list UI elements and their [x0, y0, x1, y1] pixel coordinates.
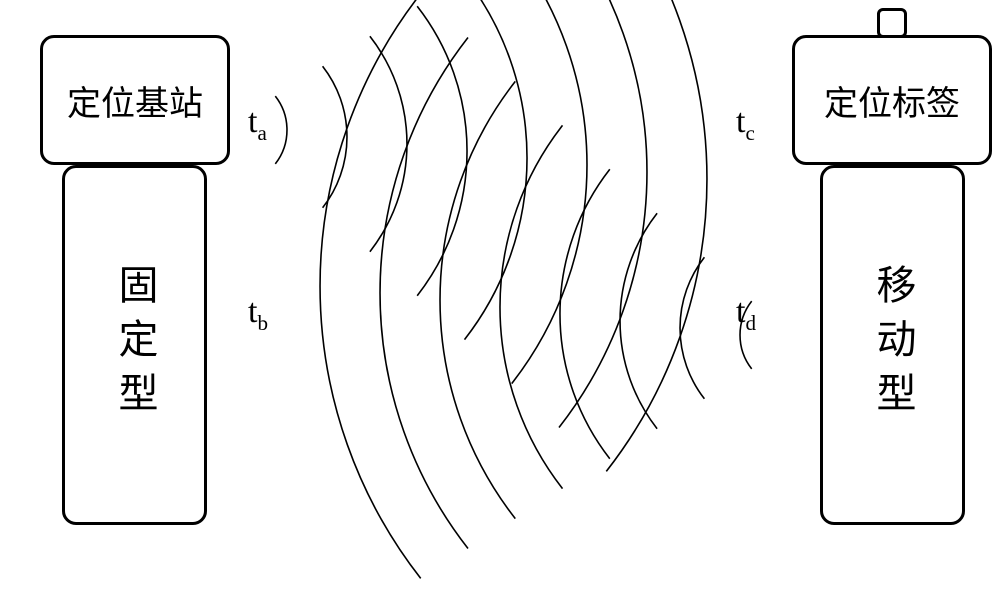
- wave-arc-outbound: [370, 36, 407, 251]
- wave-arc-inbound: [560, 169, 610, 458]
- wave-arc-inbound: [500, 125, 563, 488]
- timestamp-tc-sub: c: [745, 121, 754, 145]
- base-station-head-label: 定位基站: [67, 76, 203, 125]
- timestamp-td-sub: d: [745, 311, 756, 335]
- wave-arc-inbound: [620, 213, 657, 428]
- tag-head-box: 定位标签: [792, 35, 992, 165]
- base-station-head-box: 定位基站: [40, 35, 230, 165]
- wave-arc-outbound: [465, 0, 528, 340]
- wave-arc-outbound: [512, 0, 587, 384]
- timestamp-ta-sub: a: [257, 121, 266, 145]
- timestamp-ta-label: ta: [248, 103, 267, 146]
- tag-body-label: 移动型: [864, 264, 922, 426]
- tag-antenna-box: [877, 8, 907, 38]
- base-station-body-box: 固定型: [62, 165, 207, 525]
- diagram-stage: 定位基站 固定型 定位标签 移动型 ta tb tc td: [0, 0, 1000, 592]
- base-station-body-label: 固定型: [106, 264, 164, 426]
- wave-arc-outbound: [275, 96, 287, 164]
- wave-arc-inbound: [380, 38, 468, 549]
- timestamp-tb-sub: b: [257, 311, 268, 335]
- wave-arc-outbound: [417, 6, 467, 295]
- timestamp-tb-label: tb: [248, 293, 268, 336]
- wave-arc-inbound: [320, 0, 421, 578]
- wave-arc-inbound: [680, 257, 704, 399]
- wave-arc-outbound: [323, 66, 347, 208]
- wave-arc-outbound: [559, 0, 647, 428]
- wave-arc-inbound: [440, 81, 515, 518]
- tag-head-label: 定位标签: [824, 76, 960, 125]
- timestamp-tc-label: tc: [736, 103, 755, 146]
- timestamp-td-label: td: [736, 293, 756, 336]
- wave-arc-outbound: [606, 0, 707, 471]
- tag-body-box: 移动型: [820, 165, 965, 525]
